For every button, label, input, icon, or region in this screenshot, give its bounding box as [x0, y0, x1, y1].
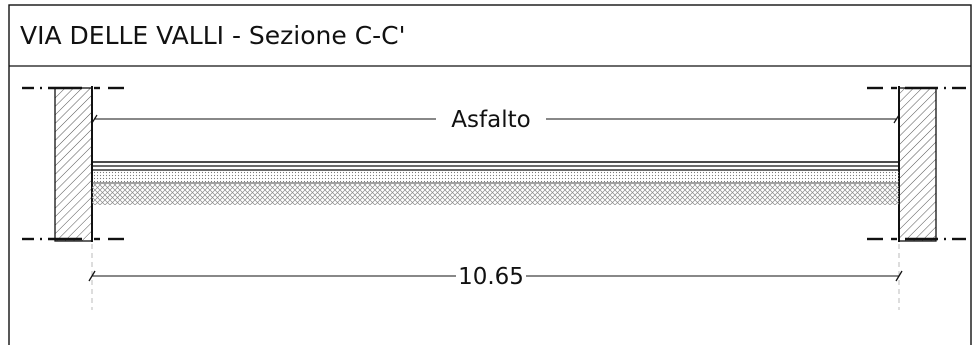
width-dimension-label: 10.65	[458, 264, 524, 290]
left-wall	[54, 86, 93, 242]
base-course-layer	[92, 171, 899, 183]
asfalto-label: Asfalto	[451, 107, 530, 133]
drawing-frame	[8, 4, 972, 345]
width-dimension-line	[88, 270, 903, 282]
asfalto-callout	[91, 114, 900, 124]
dimension-extension-lines	[91, 244, 900, 310]
road-pavement	[92, 161, 899, 205]
section-title: VIA DELLE VALLI - Sezione C-C'	[20, 21, 406, 50]
subbase-gravel-layer	[92, 184, 899, 205]
right-wall	[898, 86, 937, 242]
